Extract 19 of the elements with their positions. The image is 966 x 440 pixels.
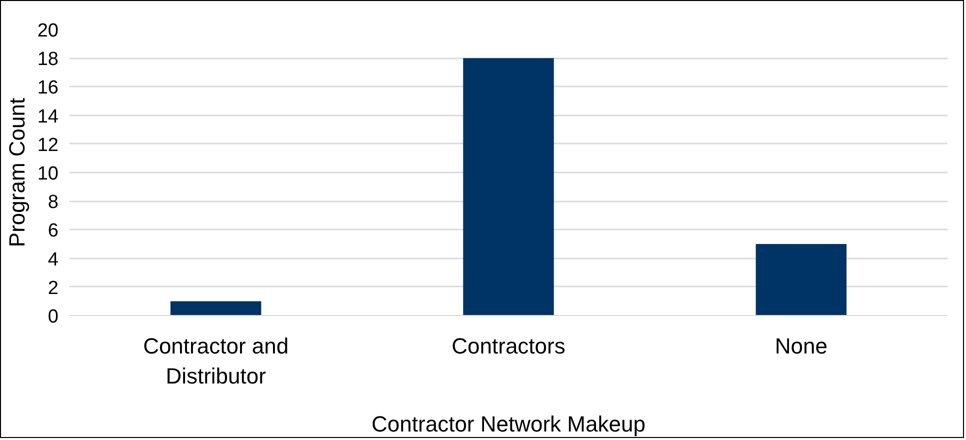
x-tick-label: Contractors bbox=[452, 334, 566, 358]
x-axis-title: Contractor Network Makeup bbox=[372, 412, 646, 436]
y-tick-label: 14 bbox=[37, 106, 59, 128]
y-tick-label: 4 bbox=[48, 249, 59, 270]
x-tick-label: Contractor and Distributor bbox=[143, 334, 289, 388]
bar bbox=[170, 301, 262, 316]
y-tick-label: 0 bbox=[48, 306, 59, 328]
y-tick-label: 12 bbox=[37, 134, 59, 156]
y-tick-label: 8 bbox=[48, 192, 59, 214]
y-tick-label: 16 bbox=[37, 78, 59, 99]
y-tick-label: 20 bbox=[37, 20, 59, 42]
y-tick-label: 2 bbox=[48, 278, 59, 299]
y-tick-label: 18 bbox=[37, 49, 59, 70]
y-axis-title: Program Count bbox=[4, 98, 30, 248]
bar bbox=[756, 244, 847, 316]
x-tick-label: None bbox=[774, 334, 828, 358]
y-tick-label: 10 bbox=[37, 164, 59, 184]
y-tick-label: 6 bbox=[48, 220, 59, 242]
bar bbox=[463, 58, 554, 316]
